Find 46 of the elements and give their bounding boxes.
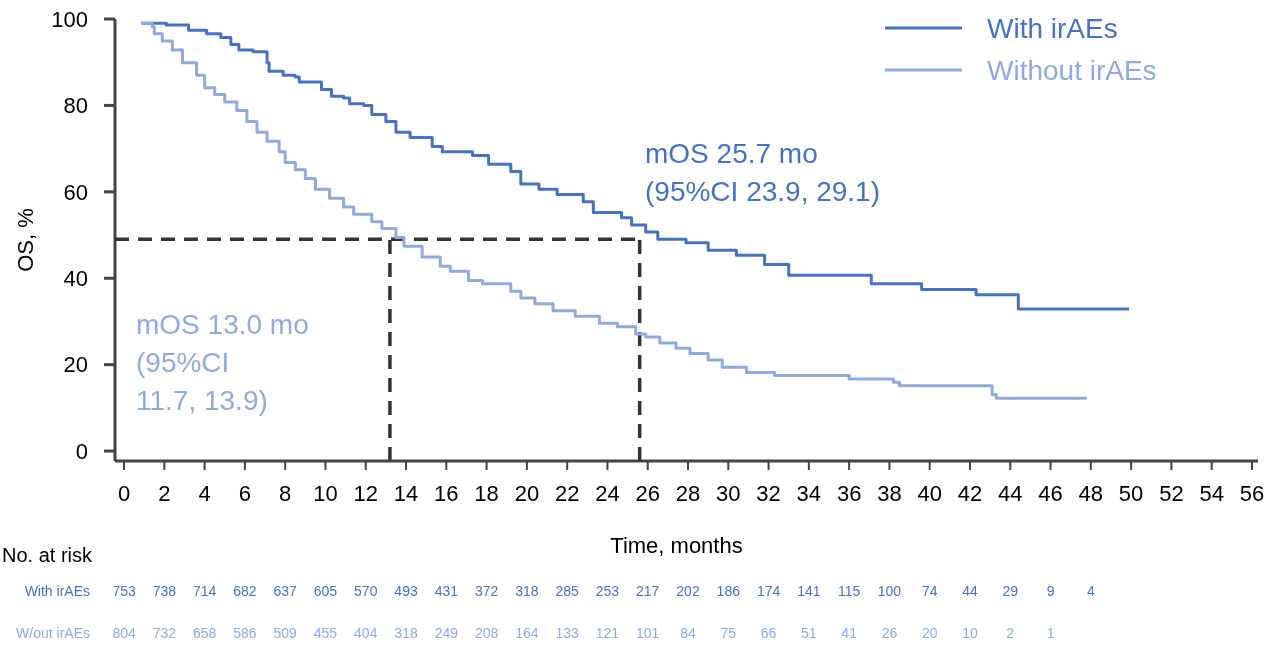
y-tick-label: 40	[63, 265, 88, 291]
x-tick-label: 40	[917, 481, 942, 506]
text: 753 738 714 682 637 605 570 493 431 372 318 285 253 217 202 186 174 141 115 100 74 44 29 9 4	[112, 583, 1095, 599]
x-tick-label: 34	[796, 481, 822, 506]
x-tick-label: 50	[1118, 481, 1144, 506]
x-tick-label: 12	[353, 481, 378, 506]
x-tick-label: 20	[514, 481, 540, 506]
y-tick-label: 60	[63, 179, 88, 205]
y-tick-label: 20	[63, 352, 88, 378]
x-tick-label: 8	[279, 481, 292, 506]
x-tick-label: 28	[675, 481, 701, 506]
y-tick-label: 80	[63, 93, 88, 119]
x-tick-label: 32	[756, 481, 781, 506]
x-axis-title: Time, months	[610, 533, 743, 558]
annotation: mOS 25.7 mo (95%CI 23.9, 29.1)	[645, 138, 881, 207]
x-tick-label: 44	[998, 481, 1023, 506]
x-tick-label: 22	[554, 481, 580, 506]
legend-label: Without irAEs	[987, 54, 1157, 86]
x-tick-label: 0	[117, 481, 131, 506]
annotation: mOS 13.0 mo (95%CI 11.7, 13.9)	[136, 309, 309, 416]
x-tick-label: 38	[877, 481, 902, 506]
x-tick-label: 30	[716, 481, 741, 506]
x-tick-label: 6	[238, 481, 252, 506]
x-tick-label: 52	[1159, 481, 1184, 506]
x-tick-label: 24	[595, 481, 620, 506]
x-tick-label: 54	[1199, 481, 1224, 506]
text: 804 732 658 586 509 455 404 318 249 208 164 133 121 101 84 75 66 51 41 26 20 10 2 1	[112, 625, 1055, 641]
text: W/out irAEs	[16, 625, 90, 641]
x-tick-label: 16	[434, 481, 459, 506]
x-tick-label: 42	[957, 481, 983, 506]
x-tick-label: 2	[158, 481, 171, 506]
x-tick-label: 56	[1239, 481, 1265, 506]
text: With irAEs	[24, 583, 90, 599]
x-tick-label: 26	[635, 481, 660, 506]
x-tick-label: 48	[1078, 481, 1104, 506]
x-tick-label: 36	[836, 481, 862, 506]
x-tick-label: 46	[1038, 481, 1063, 506]
x-tick-label: 4	[198, 481, 211, 506]
x-tick-label: 10	[313, 481, 338, 506]
x-tick-label: 14	[393, 481, 419, 506]
y-tick-label: 0	[75, 438, 88, 464]
legend-label: With irAEs	[987, 12, 1118, 44]
y-tick-label: 100	[51, 6, 88, 32]
text: No. at risk	[2, 544, 94, 566]
x-tick-label: 18	[474, 481, 499, 506]
y-axis-title: OS, %	[13, 208, 38, 272]
